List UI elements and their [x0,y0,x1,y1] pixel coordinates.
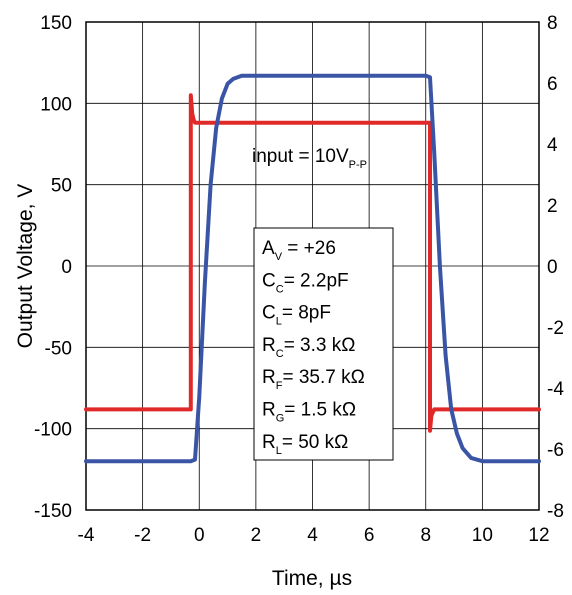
y-tick-label: -150 [34,501,72,522]
x-tick-label: 12 [528,525,549,546]
x-tick-label: 6 [364,525,375,546]
parameter-line: RG= 1.5 kΩ [262,400,356,425]
x-tick-labels: -4 -2 0 2 4 6 8 10 12 [78,525,550,546]
parameter-line: RF= 35.7 kΩ [262,367,365,392]
x-tick-label: -4 [78,525,95,546]
x-tick-label: 0 [194,525,205,546]
y-tick-label: 150 [40,13,72,34]
series-lines [84,73,541,464]
parameter-box [253,227,394,461]
y-tick-label: 0 [61,257,72,278]
y2-tick-label: 2 [547,196,558,217]
plot-frame [85,21,540,511]
y2-tick-label: 8 [547,13,558,34]
y2-tick-label: 4 [547,135,558,156]
y2-tick-label: 0 [547,257,558,278]
x-tick-label: -2 [134,525,151,546]
y2-tick-label: -2 [547,318,564,339]
y2-tick-labels: 8 6 4 2 0 -2 -4 -6 -8 [547,13,564,522]
y-tick-label: 50 [51,176,72,197]
input-annotation-sub: P-P [349,159,367,171]
series-line-1 [84,93,541,433]
y2-tick-label: -6 [547,440,564,461]
x-axis-title: Time, µs [272,567,352,590]
x-tick-label: 2 [251,525,262,546]
y-tick-label: 100 [40,94,72,115]
series-line-0 [84,73,541,464]
y2-tick-label: -8 [547,501,564,522]
input-annotation: input = 10VP-P [252,146,367,171]
parameter-line: AV = +26 [262,238,336,263]
parameter-line: RC= 3.3 kΩ [262,335,355,360]
x-tick-label: 8 [420,525,431,546]
x-tick-label: 4 [307,525,318,546]
y2-tick-label: 6 [547,74,558,95]
parameter-line: RL= 50 kΩ [262,432,348,457]
y2-tick-label: -4 [547,379,564,400]
parameter-line: CC= 2.2pF [262,270,349,295]
y-tick-label: -100 [34,420,72,441]
parameter-line: CL= 8pF [262,303,331,328]
y-axis-title: Output Voltage, V [14,184,37,349]
y-tick-labels: 150 100 50 0 -50 -100 -150 [34,13,72,522]
input-annotation-main: input = 10V [252,146,349,167]
parameter-list: AV = +26 CC= 2.2pF CL= 8pF RC= 3.3 kΩ RF= 35… [262,238,365,457]
x-tick-label: 10 [472,525,493,546]
y-tick-label: -50 [45,338,72,359]
